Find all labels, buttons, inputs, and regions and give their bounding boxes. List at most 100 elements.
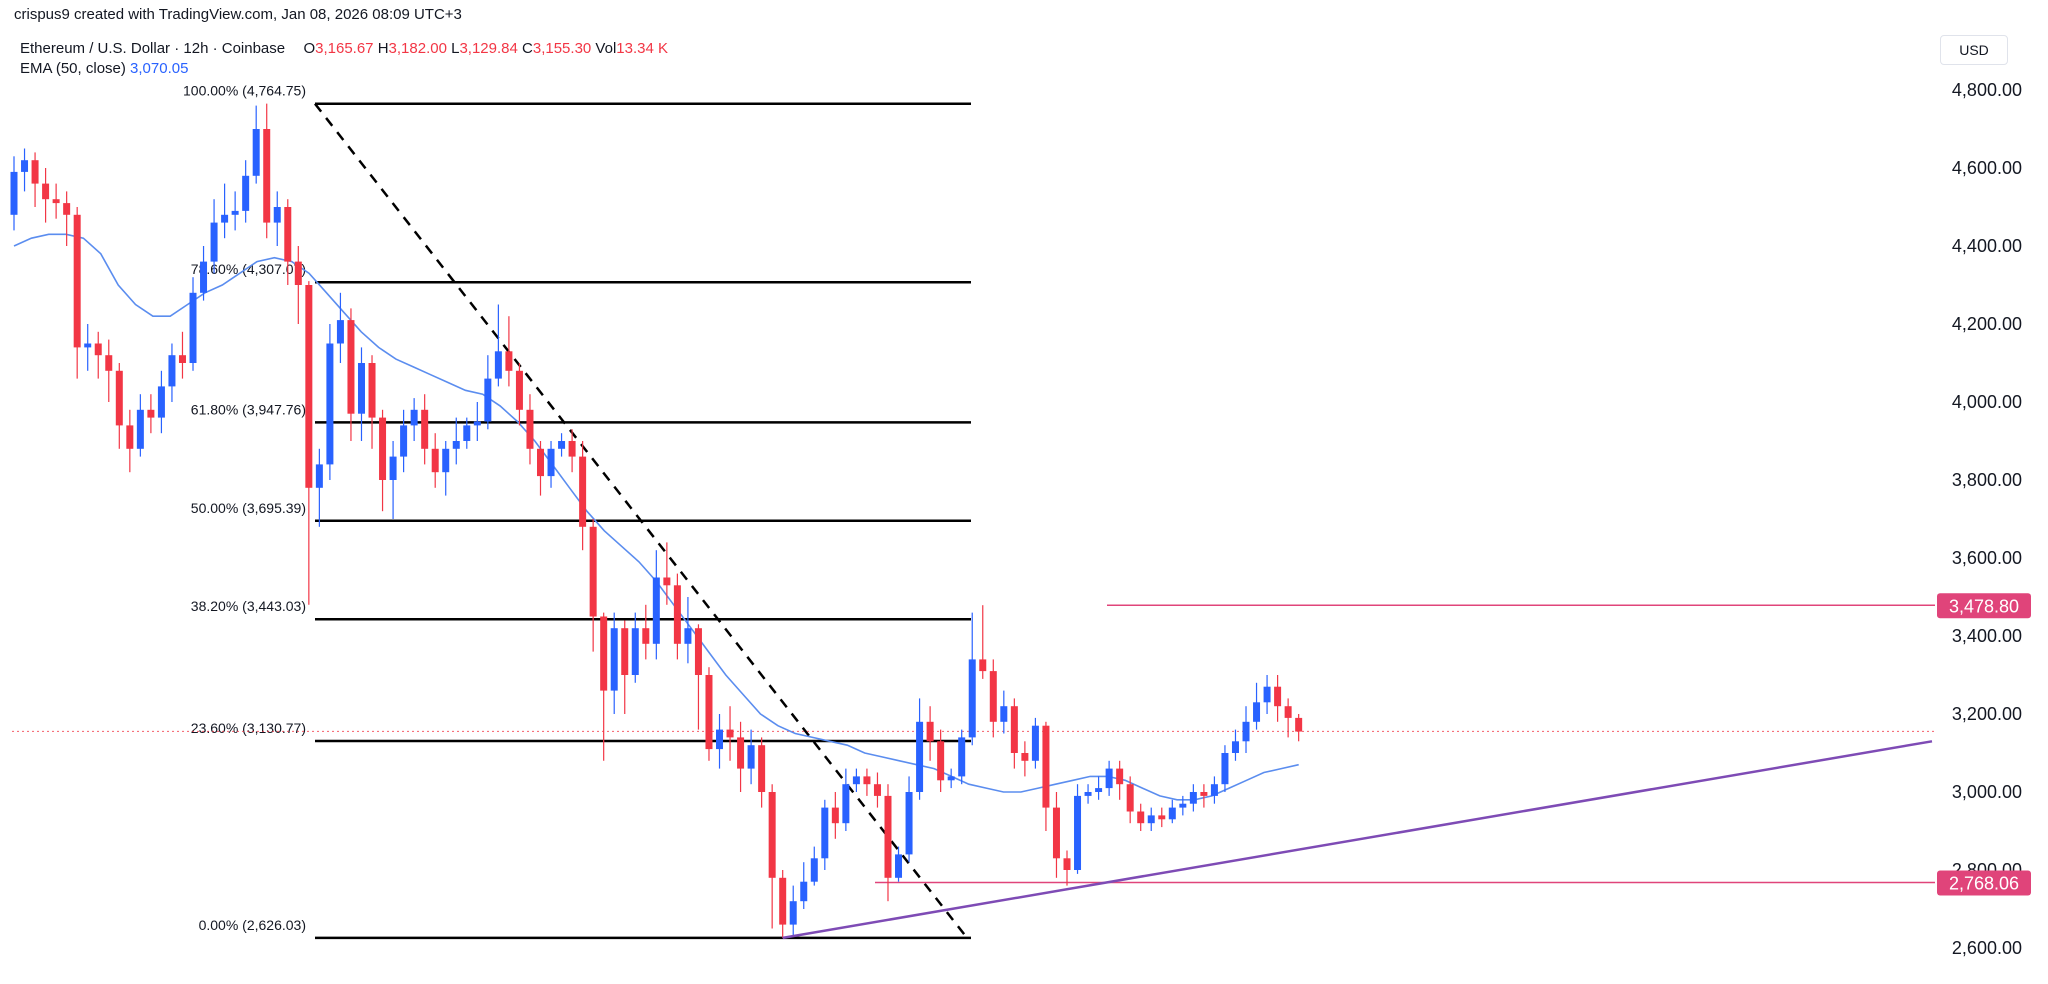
- candle-body: [926, 721, 934, 742]
- ema-label: EMA (50, close): [20, 60, 126, 77]
- candle-body: [937, 741, 945, 781]
- level-price-tag: [1937, 593, 2031, 619]
- low-label: L: [451, 40, 460, 57]
- candle-body: [1179, 803, 1187, 808]
- fib-retracement: 100.00% (4,764.75) 78.60% (4,307.07) 61.80…: [183, 83, 971, 940]
- candle-body: [947, 776, 955, 781]
- candle-body: [1105, 768, 1113, 789]
- candle-body: [1095, 788, 1103, 792]
- trendlines: [782, 740, 1933, 940]
- ascending-trendline[interactable]: [782, 740, 1933, 940]
- candle-body: [905, 792, 913, 855]
- price-axis: 4,800.00 4,600.00 4,400.00 4,200.00 4,000.00…: [1952, 80, 2022, 958]
- fib-level-label: 38.20% (3,443.03): [191, 598, 306, 614]
- candle-body: [768, 792, 776, 878]
- candle-body: [1200, 792, 1208, 796]
- candle-body: [1242, 721, 1250, 742]
- candle-body: [94, 343, 102, 356]
- candle-body: [1210, 784, 1218, 796]
- candle-body: [357, 363, 365, 414]
- candle-body: [105, 355, 113, 371]
- fib-level-label: 23.60% (3,130.77): [191, 720, 306, 736]
- candle-body: [979, 659, 987, 672]
- candle-body: [958, 737, 966, 777]
- candle-body: [210, 222, 218, 262]
- candle-body: [463, 425, 471, 441]
- candle-body: [884, 795, 892, 878]
- volume-value: 13.34 K: [616, 40, 668, 57]
- fib-level-label: 50.00% (3,695.39): [191, 500, 306, 516]
- candle-body: [168, 355, 176, 387]
- candle-body: [1074, 795, 1082, 870]
- candle-body: [347, 320, 355, 414]
- candle-body: [52, 199, 60, 204]
- attribution-header: crispus9 created with TradingView.com, J…: [14, 6, 462, 23]
- candle-body: [684, 628, 692, 644]
- candle-body: [705, 675, 713, 750]
- fib-level-label: 100.00% (4,764.75): [183, 83, 306, 99]
- currency-button[interactable]: USD: [1940, 35, 2008, 65]
- fib-trend-line[interactable]: [314, 102, 968, 939]
- candles: [10, 103, 1303, 938]
- candle-body: [73, 214, 81, 348]
- candle-body: [1000, 706, 1008, 722]
- y-tick-label: 3,800.00: [1952, 470, 2022, 490]
- candle-body: [10, 171, 18, 215]
- candle-body: [873, 784, 881, 796]
- candle-body: [547, 448, 555, 477]
- candle-body: [473, 421, 481, 426]
- candle-body: [442, 448, 450, 473]
- candle-body: [42, 183, 50, 200]
- ema-value: 3,070.05: [130, 60, 189, 77]
- fib-level-label: 0.00% (2,626.03): [199, 917, 306, 933]
- candle-body: [252, 129, 260, 176]
- candle-body: [621, 628, 629, 675]
- candle-body: [305, 285, 313, 488]
- candle-body: [336, 320, 344, 344]
- volume-label: Vol: [595, 40, 617, 57]
- low-value: 3,129.84: [459, 40, 518, 57]
- close-value: 3,155.30: [532, 40, 592, 57]
- level-price-label: 3,478.80: [1949, 596, 2019, 616]
- candle-body: [157, 386, 165, 418]
- candle-body: [716, 729, 724, 750]
- y-tick-label: 2,600.00: [1952, 938, 2022, 958]
- candle-body: [810, 858, 818, 882]
- candle-body: [831, 807, 839, 824]
- candle-body: [1042, 725, 1050, 808]
- candle-body: [273, 207, 281, 223]
- candle-body: [737, 737, 745, 769]
- candle-body: [284, 207, 292, 262]
- candle-body: [515, 370, 523, 410]
- candle-body: [1010, 706, 1018, 753]
- candle-body: [589, 526, 597, 617]
- ema-50-line[interactable]: [13, 233, 1299, 801]
- candle-body: [610, 628, 618, 691]
- candle-body: [558, 441, 566, 449]
- fib-level-label: 61.80% (3,947.76): [191, 401, 306, 417]
- ema-legend[interactable]: EMA (50, close) 3,070.05: [20, 60, 188, 77]
- candle-body: [63, 203, 71, 215]
- level-price-label: 2,768.06: [1949, 873, 2019, 893]
- candle-body: [421, 409, 429, 449]
- candle-body: [916, 721, 924, 792]
- candle-body: [779, 877, 787, 925]
- candle-body: [136, 409, 144, 449]
- candle-body: [726, 729, 734, 738]
- candle-body: [863, 776, 871, 785]
- candle-body: [294, 261, 302, 285]
- y-tick-label: 3,600.00: [1952, 548, 2022, 568]
- candle-body: [1253, 702, 1261, 722]
- symbol-title[interactable]: Ethereum / U.S. Dollar · 12h · Coinbase: [20, 40, 286, 57]
- candle-body: [452, 441, 460, 449]
- candle-body: [800, 881, 808, 902]
- ema-line: [13, 233, 1299, 801]
- candle-body: [263, 129, 271, 223]
- candle-body: [989, 671, 997, 722]
- candle-body: [242, 175, 250, 211]
- horizontal-levels: [12, 604, 1935, 884]
- candle-body: [1295, 717, 1303, 732]
- candle-body: [1063, 858, 1071, 870]
- candle-body: [431, 448, 439, 473]
